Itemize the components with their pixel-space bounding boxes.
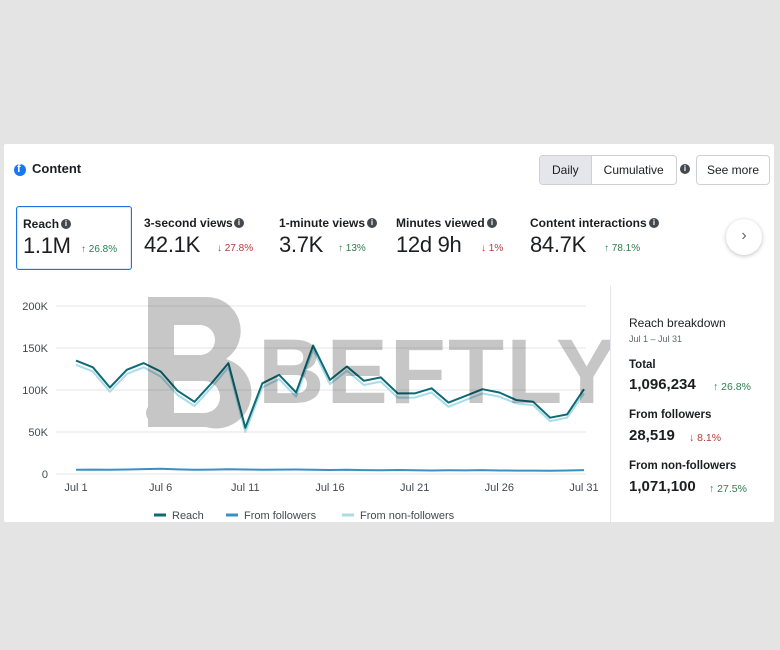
breakdown-label: From non-followers bbox=[629, 460, 737, 472]
x-tick-label: Jul 31 bbox=[569, 482, 598, 494]
info-icon[interactable]: i bbox=[367, 218, 377, 228]
arrow-down-icon: ↓ bbox=[217, 243, 222, 254]
y-tick-label: 50K bbox=[28, 427, 48, 439]
y-tick-label: 150K bbox=[22, 343, 48, 355]
metric-value: 84.7K bbox=[530, 232, 586, 257]
metric-value: 12d 9h bbox=[396, 232, 462, 257]
legend-label: From followers bbox=[244, 510, 317, 522]
metric-change: ↑ 26.8% bbox=[81, 244, 118, 255]
metric-reach[interactable]: Reach i 1.1M ↑ 26.8% bbox=[16, 206, 132, 270]
x-tick-label: Jul 11 bbox=[231, 482, 260, 494]
breakdown-date-range: Jul 1 – Jul 31 bbox=[629, 334, 683, 344]
y-tick-label: 100K bbox=[22, 385, 48, 397]
arrow-up-icon: ↑ bbox=[81, 244, 86, 255]
legend-label: From non-followers bbox=[360, 510, 455, 522]
info-icon[interactable]: i bbox=[487, 218, 497, 228]
metrics-row: Reach i 1.1M ↑ 26.8% 3-second views i 42… bbox=[4, 206, 774, 272]
metric-value: 1.1M bbox=[23, 233, 71, 258]
content-card: f Content Daily Cumulative i See more Re… bbox=[4, 144, 774, 522]
arrow-up-icon: ↑ bbox=[709, 483, 715, 495]
chevron-right-icon: › bbox=[741, 227, 747, 244]
x-tick-label: Jul 6 bbox=[149, 482, 172, 494]
page-title: Content bbox=[32, 161, 82, 176]
info-icon[interactable]: i bbox=[234, 218, 244, 228]
breakdown-title: Reach breakdown bbox=[629, 316, 726, 330]
x-tick-label: Jul 26 bbox=[485, 482, 514, 494]
breakdown-label: Total bbox=[629, 359, 656, 371]
y-tick-label: 0 bbox=[42, 469, 48, 481]
daily-toggle-button[interactable]: Daily bbox=[540, 156, 592, 184]
arrow-up-icon: ↑ bbox=[604, 243, 609, 254]
reach-chart: 0 50K 100K 150K 200K Jul 1 Jul 6 Jul 11 Jul 16 Ju… bbox=[4, 292, 614, 522]
next-metrics-button[interactable]: › bbox=[726, 219, 762, 255]
breakdown-change: ↑ 27.5% bbox=[709, 483, 747, 495]
reach-line-chart: 0 50K 100K 150K 200K Jul 1 Jul 6 Jul 11 Jul 16 Ju… bbox=[22, 301, 598, 522]
breakdown-value: 1,071,100 bbox=[629, 478, 696, 495]
metric-label: 3-second views bbox=[144, 216, 233, 230]
period-toggle: Daily Cumulative bbox=[539, 155, 677, 185]
legend-label: Reach bbox=[172, 510, 204, 522]
metric-change: ↑ 13% bbox=[338, 243, 366, 254]
metric-1-minute-views[interactable]: 1-minute views i 3.7K ↑ 13% bbox=[273, 206, 385, 268]
breakdown-value: 28,519 bbox=[629, 427, 675, 444]
arrow-down-icon: ↓ bbox=[481, 243, 486, 254]
y-tick-label: 200K bbox=[22, 301, 48, 313]
metric-change: ↑ 78.1% bbox=[604, 243, 641, 254]
see-more-button[interactable]: See more bbox=[696, 155, 770, 185]
info-icon[interactable]: i bbox=[649, 218, 659, 228]
x-tick-label: Jul 16 bbox=[315, 482, 344, 494]
info-icon[interactable]: i bbox=[680, 164, 690, 174]
cumulative-toggle-button[interactable]: Cumulative bbox=[603, 163, 664, 177]
series-line-reach bbox=[75, 344, 585, 429]
breakdown-value: 1,096,234 bbox=[629, 376, 696, 393]
metric-label: Content interactions bbox=[530, 216, 647, 230]
metric-value: 42.1K bbox=[144, 232, 200, 257]
metric-change: ↓ 27.8% bbox=[217, 243, 254, 254]
arrow-up-icon: ↑ bbox=[713, 381, 719, 393]
metric-change: ↓ 1% bbox=[481, 243, 504, 254]
series-line-from-followers bbox=[75, 467, 585, 472]
metric-minutes-viewed[interactable]: Minutes viewed i 12d 9h ↓ 1% bbox=[390, 206, 518, 268]
card-header: f Content Daily Cumulative i See more bbox=[4, 144, 774, 196]
metric-content-interactions[interactable]: Content interactions i 84.7K ↑ 78.1% bbox=[524, 206, 674, 268]
x-tick-label: Jul 21 bbox=[400, 482, 429, 494]
divider bbox=[610, 286, 611, 522]
facebook-icon: f bbox=[14, 163, 26, 176]
metric-label: Minutes viewed bbox=[396, 216, 485, 230]
metric-label: Reach bbox=[23, 217, 60, 231]
metric-3-second-views[interactable]: 3-second views i 42.1K ↓ 27.8% bbox=[138, 206, 268, 268]
info-icon[interactable]: i bbox=[61, 219, 71, 229]
arrow-up-icon: ↑ bbox=[338, 243, 343, 254]
series-line-from-non-followers bbox=[75, 348, 585, 433]
x-tick-label: Jul 1 bbox=[64, 482, 87, 494]
breakdown-label: From followers bbox=[629, 409, 712, 421]
arrow-down-icon: ↓ bbox=[689, 432, 695, 444]
breakdown-change: ↓ 8.1% bbox=[689, 432, 722, 444]
metric-value: 3.7K bbox=[279, 232, 324, 257]
breakdown-change: ↑ 26.8% bbox=[713, 381, 751, 393]
metric-label: 1-minute views bbox=[279, 216, 366, 230]
